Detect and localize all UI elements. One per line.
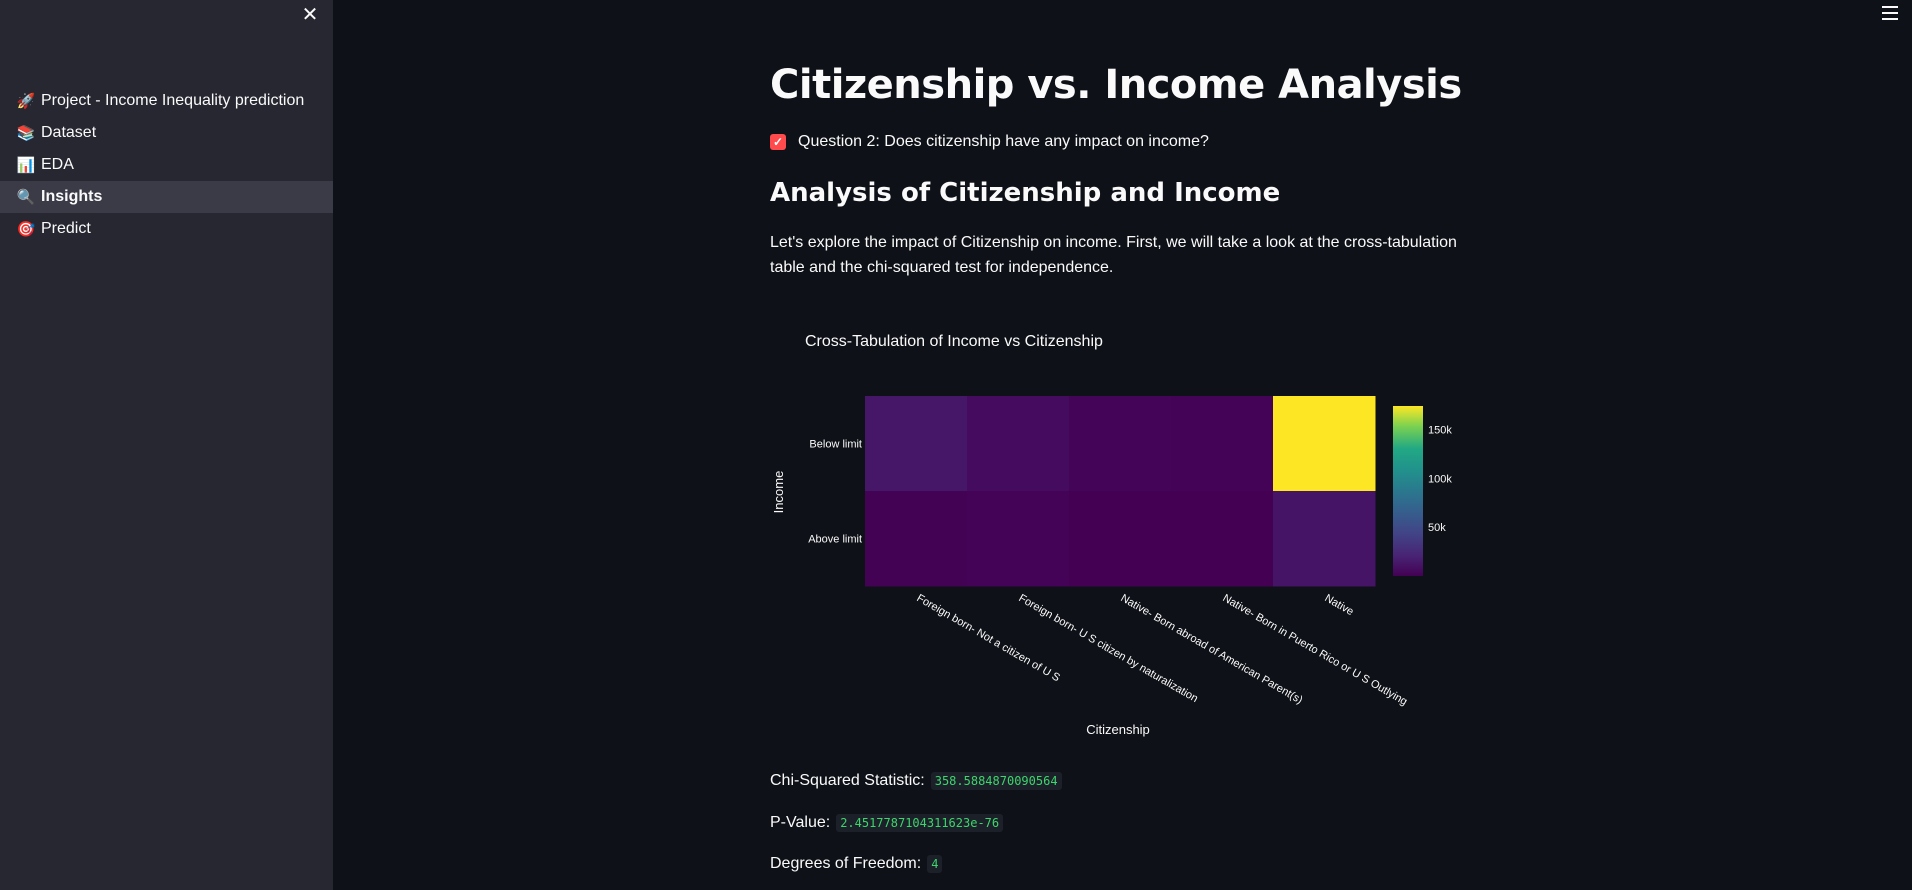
sidebar-item-predict[interactable]: 🎯 Predict	[0, 213, 333, 245]
checkmark-icon: ✓	[772, 135, 784, 149]
intro-paragraph: Let's explore the impact of Citizenship …	[770, 234, 1457, 276]
colorbar-tick-label: 50k	[1428, 522, 1446, 534]
colorbar-tick-label: 150k	[1428, 424, 1452, 436]
sidebar-item-label: EDA	[41, 156, 74, 173]
sidebar-item-label: Insights	[41, 188, 103, 205]
stat-value: 358.5884870090564	[930, 772, 1062, 790]
p-value-stat: P-Value: 2.4517787104311623e-76	[770, 814, 1004, 832]
colorbar-ticks: 50k 100k 150k	[1428, 424, 1452, 534]
heatmap-cell	[1069, 491, 1172, 587]
stat-value: 4	[927, 855, 943, 873]
books-icon: 📚	[16, 125, 36, 142]
sidebar-item-project[interactable]: 🚀 Project - Income Inequality prediction	[0, 85, 333, 117]
sidebar-item-dataset[interactable]: 📚 Dataset	[0, 117, 333, 149]
degrees-of-freedom-stat: Degrees of Freedom: 4	[770, 855, 943, 873]
checkbox-label: Question 2: Does citizenship have any im…	[798, 133, 1209, 150]
chart-title: Cross-Tabulation of Income vs Citizenshi…	[805, 333, 1103, 350]
x-tick-label: Native	[1323, 592, 1356, 618]
heatmap-chart: Cross-Tabulation of Income vs Citizenshi…	[771, 333, 1452, 737]
sidebar: ✕ 🚀 Project - Income Inequality predicti…	[0, 0, 333, 890]
heatmap-cell	[1171, 491, 1274, 587]
y-tick-labels: Below limit Above limit	[808, 439, 862, 546]
x-tick-label: Native- Born abroad of American Parent(s…	[1119, 592, 1305, 706]
heatmap-cell	[865, 491, 968, 587]
page-title: Citizenship vs. Income Analysis	[770, 62, 1462, 108]
sidebar-item-label: Project - Income Inequality prediction	[41, 92, 305, 109]
heatmap-cell	[1069, 396, 1172, 492]
stat-value: 2.4517787104311623e-76	[836, 814, 1004, 832]
y-tick-label: Below limit	[809, 439, 862, 451]
stat-label: Degrees of Freedom:	[770, 855, 922, 872]
heatmap-cell	[1273, 491, 1376, 587]
checkbox[interactable]: ✓	[770, 134, 786, 150]
y-tick-label: Above limit	[808, 534, 862, 546]
x-axis-label: Citizenship	[1086, 722, 1150, 737]
colorbar-tick-label: 100k	[1428, 473, 1452, 485]
hamburger-menu-icon[interactable]	[1880, 2, 1900, 24]
x-tick-label: Foreign born- U S citizen by naturalizat…	[1017, 592, 1200, 705]
heatmap-cell	[967, 491, 1070, 587]
stat-label: P-Value:	[770, 814, 831, 831]
heatmap-cell	[865, 396, 968, 492]
stat-label: Chi-Squared Statistic:	[770, 772, 925, 789]
bar-chart-icon: 📊	[16, 157, 36, 174]
target-icon: 🎯	[16, 221, 36, 238]
question-checkbox-row[interactable]: ✓ Question 2: Does citizenship have any …	[770, 133, 1209, 151]
magnifier-icon: 🔍	[16, 189, 36, 206]
sidebar-item-label: Predict	[41, 220, 91, 237]
heatmap-cell	[1273, 396, 1376, 492]
heatmap-cell	[967, 396, 1070, 492]
y-axis-label: Income	[771, 471, 786, 514]
sidebar-item-insights[interactable]: 🔍 Insights	[0, 181, 333, 213]
section-heading: Analysis of Citizenship and Income	[770, 178, 1281, 208]
sidebar-item-eda[interactable]: 📊 EDA	[0, 149, 333, 181]
heatmap-cells	[865, 396, 1376, 587]
x-tick-labels: Foreign born- Not a citizen of U SForeig…	[915, 592, 1410, 708]
heatmap-cell	[1171, 396, 1274, 492]
x-tick-label: Native- Born in Puerto Rico or U S Outly…	[1221, 592, 1410, 708]
sidebar-nav: 🚀 Project - Income Inequality prediction…	[0, 85, 333, 245]
close-icon[interactable]: ✕	[301, 2, 319, 26]
colorbar	[1393, 406, 1423, 576]
rocket-icon: 🚀	[16, 93, 36, 110]
chi-squared-stat: Chi-Squared Statistic: 358.5884870090564	[770, 772, 1062, 790]
sidebar-item-label: Dataset	[41, 124, 97, 141]
